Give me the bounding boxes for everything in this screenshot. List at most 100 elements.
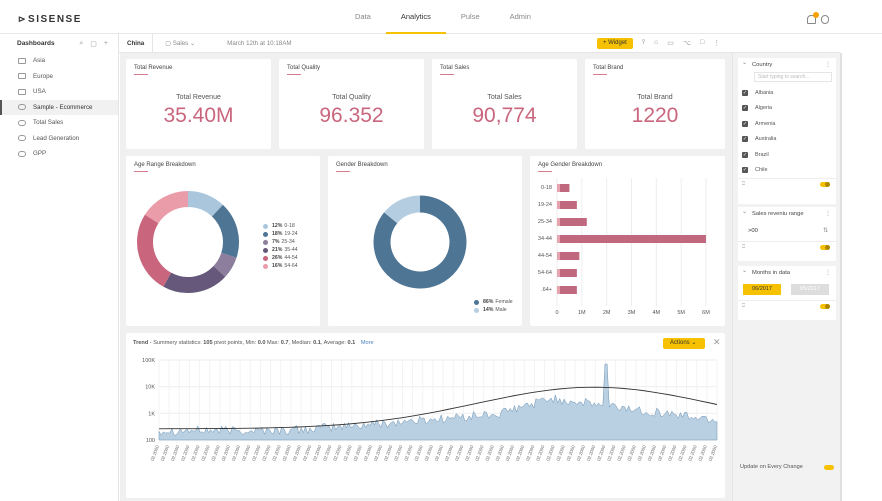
nav-admin[interactable]: Admin [509, 12, 531, 21]
kpi-total-brand[interactable]: Total Brand Total Brand 1220 [585, 59, 725, 149]
actions-button[interactable]: Actions ⌄ [663, 338, 705, 349]
x-tick: 02.2000 [698, 444, 708, 461]
nav-data[interactable]: Data [355, 12, 371, 21]
slice-44-54 [137, 214, 172, 287]
y-tick: 54-64 [538, 270, 552, 276]
add-icon[interactable]: + [103, 39, 108, 47]
folder-selector[interactable]: ▢ Sales ⌄ [165, 39, 196, 47]
scrollbar[interactable] [840, 53, 842, 501]
trash-icon[interactable]: ⎕ [742, 181, 746, 187]
update-toggle[interactable] [824, 465, 834, 470]
dashboard-toolbar: China ▢ Sales ⌄ March 12th at 10:18AM + … [119, 33, 840, 53]
months-filter-header[interactable]: Months in data⋮ [738, 266, 836, 280]
more-icon[interactable]: ⋮ [825, 211, 831, 217]
legend-item[interactable]: 7% 25-34 [263, 238, 298, 246]
slice-19-24 [211, 204, 239, 258]
bell-icon[interactable] [807, 15, 816, 24]
more-icon[interactable]: ⋮ [825, 270, 831, 276]
nav-analytics[interactable]: Analytics [385, 0, 446, 34]
trash-icon[interactable]: ⎕ [742, 244, 746, 250]
country-option[interactable]: ✓ Albania [742, 89, 774, 96]
legend-item[interactable]: 18% 19-24 [263, 230, 298, 238]
checkbox-icon[interactable]: ✓ [742, 151, 748, 158]
x-tick: 02.2000 [505, 444, 515, 461]
sisense-logo[interactable]: ⊳SISENSE [18, 14, 82, 25]
age-range-widget[interactable]: Age Range Breakdown 12% 0-18 18% 19-24 7% 25-… [126, 156, 320, 326]
y-tick: 100 [146, 438, 155, 444]
sales-range-input[interactable]: >00 ⇅ [738, 221, 836, 241]
filter-toggle[interactable] [820, 245, 830, 250]
widget-title: Age Gender Breakdown [538, 162, 603, 168]
more-icon[interactable]: ⋮ [825, 62, 831, 68]
country-option[interactable]: ✓ Australia [742, 136, 777, 143]
country-option[interactable]: ✓ Brazil [742, 151, 769, 158]
more-icon[interactable]: ⋮ [713, 40, 721, 47]
checkbox-icon[interactable]: ✓ [742, 105, 748, 112]
kpi-total-sales[interactable]: Total Sales Total Sales 90,774 [432, 59, 577, 149]
bar-segment [557, 201, 560, 209]
y-tick: 34-44 [538, 236, 552, 242]
new-folder-icon[interactable]: ▢ [90, 40, 97, 48]
more-link[interactable]: More [360, 340, 374, 346]
legend-item[interactable]: 26% 44-54 [263, 254, 298, 262]
kpi-total-revenue[interactable]: Total Revenue Total Revenue 35.40M [126, 59, 271, 149]
sidebar-item-gpp[interactable]: GPP [0, 146, 118, 162]
user-icon[interactable] [821, 15, 829, 24]
x-tick: 02.2000 [545, 444, 555, 461]
filter-toggle[interactable] [820, 304, 830, 309]
trash-icon[interactable]: ⎕ [742, 303, 746, 309]
country-filter-header[interactable]: Country⋮ [738, 58, 836, 72]
y-tick: 25-34 [538, 219, 552, 225]
comment-icon[interactable]: □ [699, 39, 705, 46]
bar-25-34 [557, 218, 587, 226]
lock-icon[interactable]: ⌂ [654, 39, 659, 46]
country-filter: Country⋮ Start typing to search... ✓Alba… [738, 58, 836, 204]
x-tick: 02.2000 [515, 444, 525, 461]
checkbox-icon[interactable]: ✓ [742, 120, 748, 127]
checkbox-icon[interactable]: ✓ [742, 136, 748, 143]
gender-widget[interactable]: Gender Breakdown 86% Female 14% Male [328, 156, 522, 326]
widget-title: Age Range Breakdown [134, 162, 196, 168]
bar-segment [557, 218, 560, 226]
x-tick: 02.2000 [302, 444, 312, 461]
x-tick: 02.2000 [474, 444, 484, 461]
legend-item[interactable]: 16% 54-64 [263, 262, 298, 270]
age-gender-widget[interactable]: Age Gender Breakdown 0 1M 2M 3M 4M 5M 6M 0-18 19… [530, 156, 725, 326]
country-option[interactable]: ✓ Chile [742, 167, 768, 174]
filter-toggle[interactable] [820, 182, 830, 187]
close-icon[interactable]: ✕ [713, 337, 721, 347]
country-search-input[interactable]: Start typing to search... [754, 72, 832, 82]
embed-icon[interactable]: ▭ [667, 40, 674, 47]
search-icon[interactable]: ⌕ [79, 39, 84, 47]
sidebar-item-usa[interactable]: USA [0, 84, 118, 100]
legend-item[interactable]: 21% 35-44 [263, 246, 298, 254]
add-widget-button[interactable]: + Widget [597, 38, 633, 49]
legend-item[interactable]: 14% Male [474, 306, 513, 314]
widget-title: Total Sales [440, 65, 470, 71]
checkbox-icon[interactable]: ✓ [742, 89, 748, 96]
month-from[interactable]: 06/2017 [743, 284, 781, 295]
x-tick: 1M [578, 310, 586, 316]
kpi-total-quality[interactable]: Total Quality Total Quality 96.352 [279, 59, 424, 149]
filter-icon[interactable]: ⫯ [642, 39, 646, 46]
sidebar-item-total-sales[interactable]: Total Sales [0, 115, 118, 131]
x-tick: 02.2000 [637, 444, 647, 461]
share-icon[interactable]: ⌥ [682, 40, 691, 47]
x-tick: 02.2000 [170, 444, 180, 461]
sidebar-item-lead-generation[interactable]: Lead Generation [0, 131, 118, 147]
bar-segment [557, 184, 560, 192]
sales-filter-header[interactable]: Sales reveniu range⋮ [738, 207, 836, 221]
checkbox-icon[interactable]: ✓ [742, 167, 748, 174]
legend-item[interactable]: 12% 0-18 [263, 222, 298, 230]
month-to[interactable]: 05/2017 [791, 284, 829, 295]
sidebar-item-asia[interactable]: Asia [0, 53, 118, 69]
sidebar-item-europe[interactable]: Europe [0, 69, 118, 85]
sidebar-item-sample-ecommerce[interactable]: Sample - Ecommerce [0, 99, 118, 115]
country-option[interactable]: ✓ Armenia [742, 120, 776, 127]
legend-item[interactable]: 86% Female [474, 298, 513, 306]
x-tick: 02.2000 [535, 444, 545, 461]
x-tick: 02.2000 [667, 444, 677, 461]
country-option[interactable]: ✓ Algeria [742, 105, 773, 112]
trend-widget[interactable]: Trend - Summery statistics: 105 pivot po… [126, 333, 725, 498]
nav-pulse[interactable]: Pulse [460, 12, 480, 21]
